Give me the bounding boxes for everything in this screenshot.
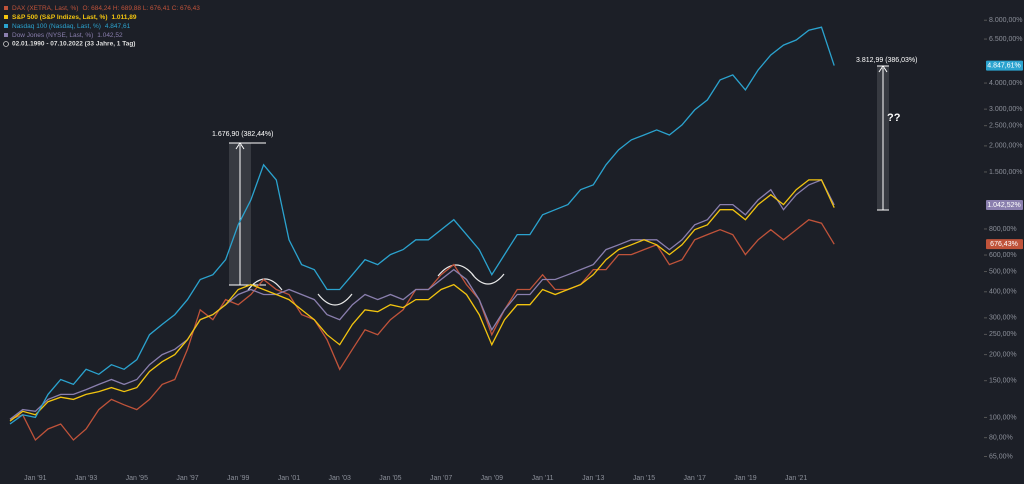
clock-icon: [3, 41, 9, 47]
legend-swatch: [4, 6, 8, 10]
legend-name: Nasdaq 100 (Nasdaq, Last, %): [12, 23, 101, 30]
series-line: [9, 26, 835, 425]
x-tick-label: Jan '03: [329, 475, 351, 482]
y-tick-label: 600,00%: [989, 252, 1017, 259]
series-line: [9, 179, 835, 420]
annotation: 3.812,99 (386,03%): [856, 57, 918, 64]
y-tick-label: 500,00%: [989, 268, 1017, 275]
y-tick-label: 1.500,00%: [989, 169, 1022, 176]
annotation-range-2: [877, 65, 889, 211]
y-tick-label: 80,00%: [989, 435, 1013, 442]
x-tick-label: Jan '17: [684, 475, 706, 482]
legend-name: DAX (XETRA, Last, %): [12, 5, 78, 12]
legend-name: Dow Jones (NYSE, Last, %): [12, 32, 93, 39]
legend-value: 1.011,89: [112, 14, 137, 21]
y-tick-label: 200,00%: [989, 351, 1017, 358]
legend-text: S&P 500 (S&P Indizes, Last, %) 1.011,89: [12, 14, 137, 21]
legend-swatch: [4, 33, 8, 37]
last-value-label: 676,43%: [990, 241, 1018, 248]
x-tick-label: Jan '05: [379, 475, 401, 482]
legend-swatch: [4, 15, 8, 19]
period-text: 02.01.1990 - 07.10.2022 (33 Jahre, 1 Tag…: [12, 41, 135, 48]
legend-text: Dow Jones (NYSE, Last, %) 1.042,52: [12, 32, 123, 39]
y-tick-label: 250,00%: [989, 331, 1017, 338]
legend-value: O: 684,24 H: 689,88 L: 676,41 C: 676,43: [82, 5, 200, 12]
annotation: ??: [887, 112, 901, 124]
last-value-box: [986, 199, 1023, 210]
y-tick-label: 100,00%: [989, 414, 1017, 421]
arc: [437, 264, 475, 277]
x-tick-label: Jan '13: [582, 475, 604, 482]
arc: [317, 293, 353, 306]
x-tick-label: Jan '97: [176, 475, 198, 482]
y-tick-label: 6.500,00%: [989, 36, 1022, 43]
last-value-box: [986, 60, 1023, 71]
x-tick-label: Jan '01: [278, 475, 300, 482]
y-tick-label: 2.000,00%: [989, 143, 1022, 150]
x-tick-label: Jan '19: [734, 475, 756, 482]
last-value-box: [986, 239, 1023, 250]
x-tick-label: Jan '95: [126, 475, 148, 482]
y-tick-label: 4.000,00%: [989, 80, 1022, 87]
x-tick-label: Jan '99: [227, 475, 249, 482]
y-tick-label: 150,00%: [989, 378, 1017, 385]
y-tick-label: 8.000,00%: [989, 17, 1022, 24]
series-line: [9, 179, 835, 422]
legend-swatch: [4, 24, 8, 28]
legend-value: 4.847,61: [105, 23, 131, 30]
legend-name: S&P 500 (S&P Indizes, Last, %): [12, 14, 108, 21]
x-tick-label: Jan '21: [785, 475, 807, 482]
arc: [471, 273, 505, 285]
y-tick-label: 3.000,00%: [989, 106, 1022, 113]
x-tick-label: Jan '09: [481, 475, 503, 482]
last-value-label: 1.042,52%: [987, 202, 1020, 209]
y-tick-label: 65,00%: [989, 453, 1013, 460]
x-tick-label: Jan '93: [75, 475, 97, 482]
x-tick-label: Jan '11: [532, 475, 554, 482]
annotation: 1.676,90 (382,44%): [212, 131, 274, 138]
arcs: [247, 264, 505, 306]
y-tick-label: 800,00%: [989, 226, 1017, 233]
legend-text: DAX (XETRA, Last, %) O: 684,24 H: 689,88 …: [12, 5, 200, 12]
series-layer: [9, 26, 835, 442]
annotation-range-1: [229, 142, 266, 286]
legend-text: Nasdaq 100 (Nasdaq, Last, %) 4.847,61: [12, 23, 131, 30]
arc: [247, 278, 283, 291]
legend: DAX (XETRA, Last, %) O: 684,24 H: 689,88 …: [3, 5, 200, 48]
x-tick-label: Jan '15: [633, 475, 655, 482]
x-tick-label: Jan '91: [24, 475, 46, 482]
y-tick-label: 2.500,00%: [989, 123, 1022, 130]
legend-value: 1.042,52: [97, 32, 123, 39]
y-tick-label: 300,00%: [989, 315, 1017, 322]
y-tick-label: 400,00%: [989, 289, 1017, 296]
x-tick-label: Jan '07: [430, 475, 452, 482]
last-value-label: 4.847,61%: [987, 62, 1020, 69]
